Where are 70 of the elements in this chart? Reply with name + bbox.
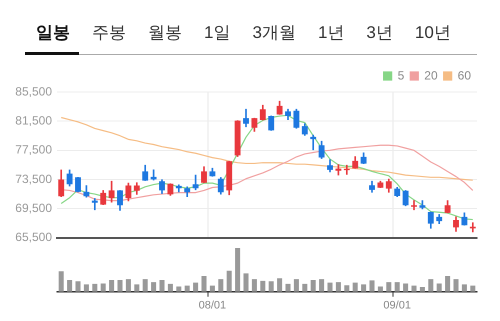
bar: [277, 278, 282, 292]
bar: [226, 270, 232, 292]
candlestick: [411, 200, 417, 210]
bar: [411, 286, 417, 292]
y-tick-label: 69,500: [15, 200, 52, 215]
bar: [84, 284, 89, 292]
bar: [67, 280, 72, 292]
bar: [336, 282, 341, 292]
bar: [436, 283, 442, 292]
bar: [235, 248, 240, 292]
bar: [218, 279, 224, 292]
bar: [92, 284, 98, 292]
bar: [327, 282, 333, 292]
bar: [462, 284, 467, 292]
bar: [117, 280, 123, 292]
bar: [268, 281, 274, 292]
bar: [75, 281, 81, 292]
text: 일봉: [25, 16, 79, 55]
bar: [403, 283, 408, 292]
bar: [100, 283, 106, 292]
y-tick-label: 77,500: [15, 142, 52, 157]
bar: [243, 273, 249, 292]
bar: [210, 286, 215, 292]
bar: [428, 279, 434, 292]
bar: [193, 282, 198, 292]
bar: [159, 280, 165, 292]
text: 10년: [414, 22, 452, 44]
legend-label: 5: [398, 68, 405, 82]
bar: [445, 276, 450, 292]
x-tick-label: 09/01: [383, 299, 411, 312]
text: 월봉: [147, 22, 183, 44]
bar: [176, 286, 182, 292]
bar: [142, 279, 148, 292]
bar: [420, 286, 425, 292]
y-tick-label: 73,500: [15, 172, 52, 186]
bar: [352, 282, 358, 292]
bar: [126, 279, 131, 292]
bar: [369, 280, 375, 292]
text: 3개월: [251, 22, 297, 44]
bar: [168, 284, 173, 292]
bar: [294, 279, 299, 292]
bar: [319, 279, 324, 292]
bar: [386, 282, 392, 292]
legend-label: 60: [458, 68, 472, 82]
y-tick-label: 85,500: [15, 84, 52, 98]
bar: [470, 286, 476, 292]
bar: [151, 282, 156, 292]
bar: [302, 284, 308, 292]
bar: [184, 286, 190, 292]
text: 주봉: [91, 22, 127, 44]
bar: [285, 284, 291, 292]
x-tick-label: 08/01: [198, 299, 226, 312]
bar: [260, 280, 266, 292]
y-tick-label: 65,500: [15, 230, 52, 244]
bar: [201, 276, 207, 292]
text: 1일: [203, 22, 232, 44]
text: 3년: [365, 22, 394, 44]
bar: [378, 286, 383, 292]
bar: [252, 279, 257, 292]
bar: [344, 285, 350, 292]
bar: [109, 280, 114, 292]
bar: [134, 284, 140, 292]
bar: [361, 284, 366, 292]
bar: [394, 282, 400, 292]
bar: [453, 279, 459, 292]
bar: [310, 280, 316, 292]
y-tick-label: 81,500: [15, 113, 52, 128]
legend-label: 20: [424, 68, 438, 82]
text: 1년: [316, 22, 346, 44]
bar: [58, 271, 64, 292]
